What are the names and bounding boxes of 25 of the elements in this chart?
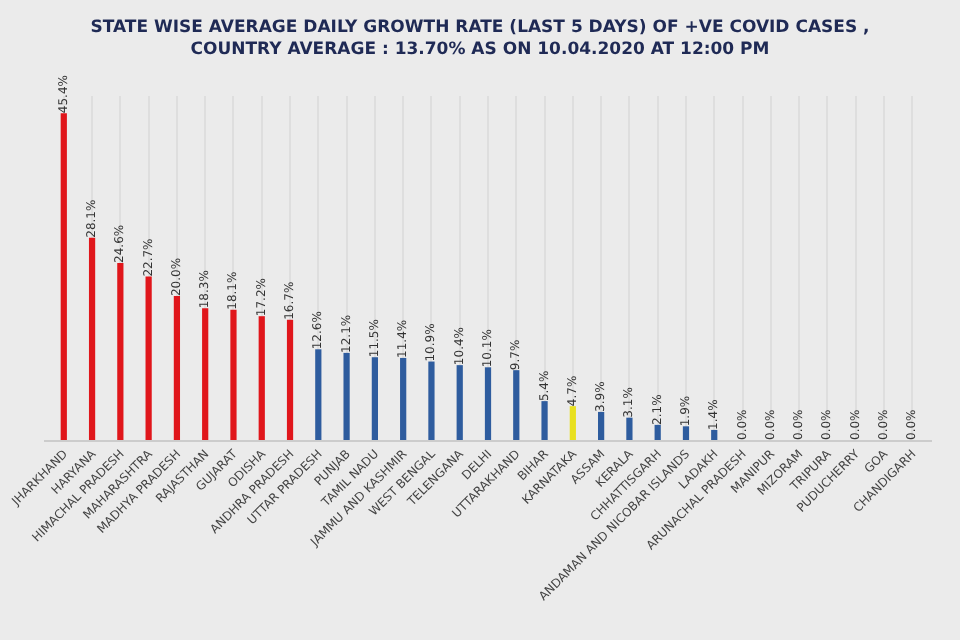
chart-title: STATE WISE AVERAGE DAILY GROWTH RATE (LAST 5 DAYS) OF +VE COVID CASES , COUNTRY AVERAGE : 13.70% AS ON 10.04.2020 AT 12:00 PM [90, 18, 870, 61]
bar [315, 349, 322, 440]
bar [400, 357, 407, 440]
bar [428, 361, 435, 440]
bar [682, 426, 690, 440]
bar [230, 309, 237, 440]
bar [202, 308, 209, 440]
bar [654, 424, 661, 440]
bar [173, 296, 181, 440]
bar [456, 365, 463, 440]
bar [60, 113, 67, 440]
bar [88, 237, 96, 440]
bar [371, 357, 378, 440]
bar [598, 411, 605, 440]
bar [711, 429, 718, 440]
bar [569, 406, 576, 440]
bar [484, 367, 492, 440]
bar [513, 370, 520, 440]
bar [117, 262, 124, 440]
bar [145, 276, 152, 440]
bar [626, 417, 633, 440]
bar [258, 316, 265, 440]
bar [343, 352, 350, 440]
bar [286, 319, 294, 440]
bar [541, 401, 548, 440]
